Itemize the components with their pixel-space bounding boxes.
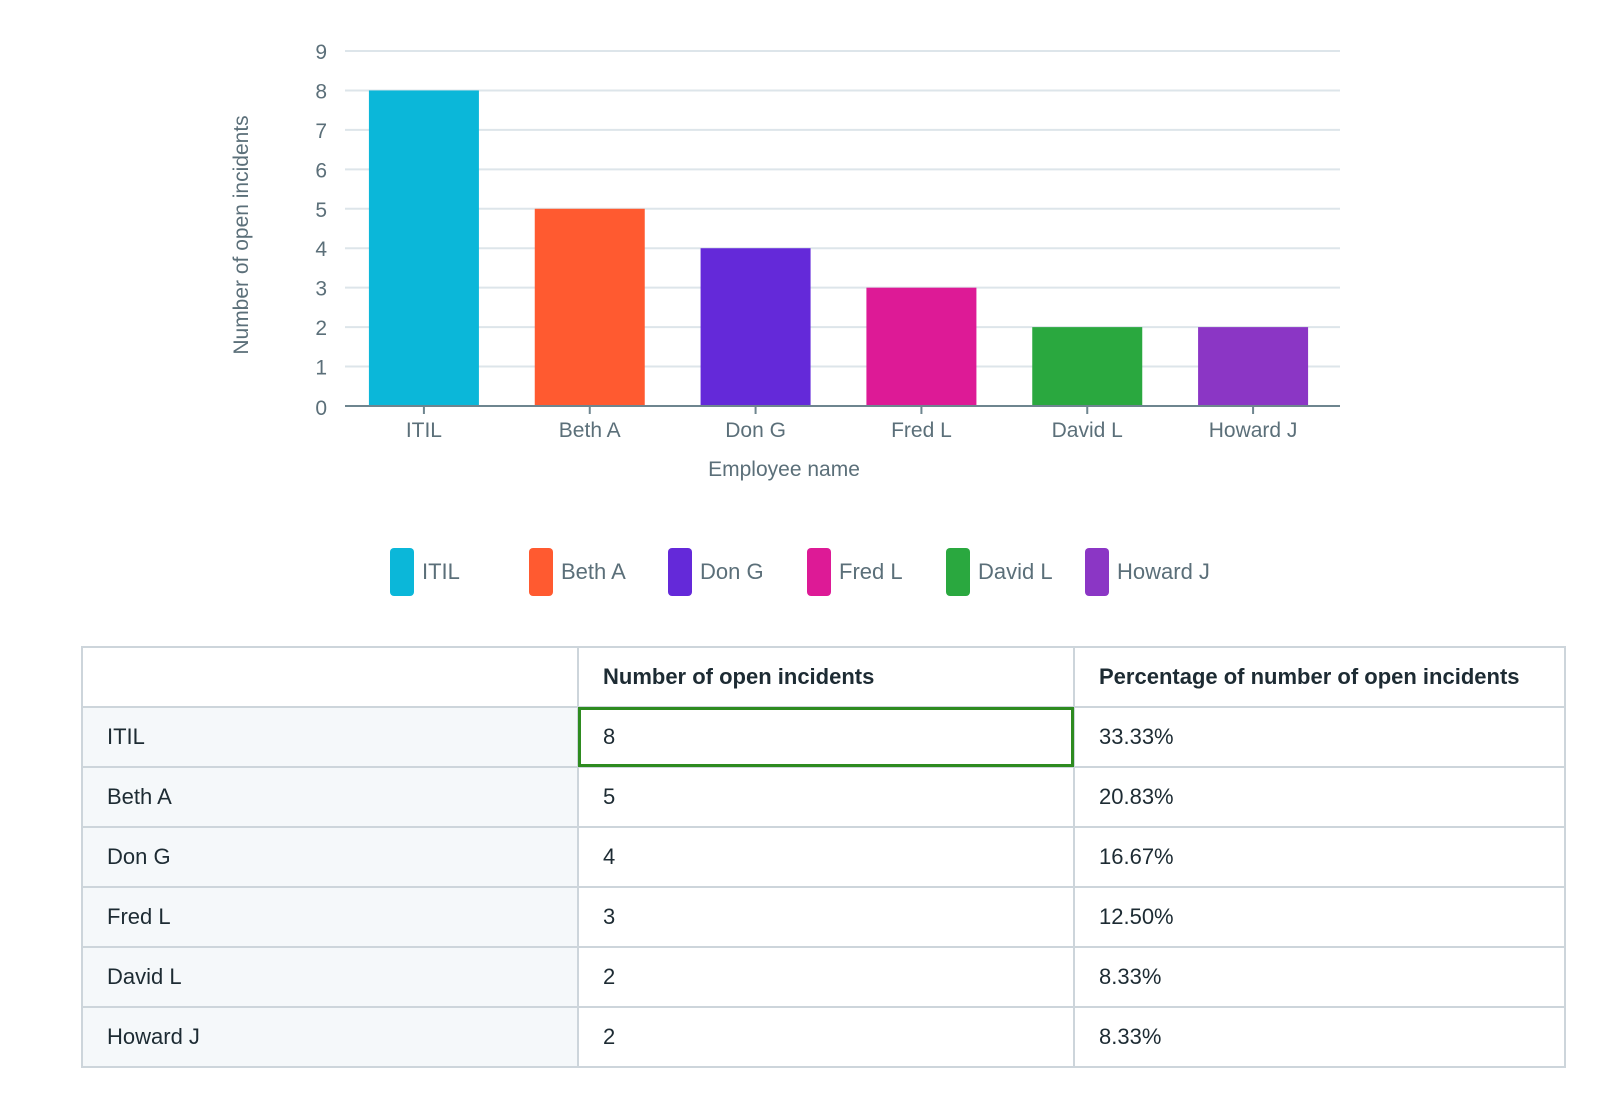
x-tick-label: ITIL <box>406 419 442 442</box>
x-tick-label: Howard J <box>1209 419 1298 442</box>
y-tick-label: 3 <box>315 278 327 301</box>
bar-david-l[interactable] <box>1032 327 1143 406</box>
bar-chart: 0 1 2 3 4 5 6 7 8 9 ITIL Beth A Don G Fred L David L Ho… <box>230 41 1340 481</box>
legend-item[interactable]: Fred L <box>807 548 946 596</box>
y-axis-title: Number of open incidents <box>230 115 253 354</box>
count-cell[interactable]: 5 <box>577 766 1075 828</box>
legend-label: Fred L <box>839 559 903 584</box>
y-tick-label: 5 <box>315 199 327 222</box>
y-tick-label: 8 <box>315 80 327 103</box>
legend-swatch <box>807 548 831 596</box>
chart-legend: ITIL Beth A Don G Fred L David L Howard J <box>390 548 1225 596</box>
table-header-row: Number of open incidents Percentage of n… <box>81 646 1566 708</box>
legend-label: David L <box>978 559 1053 584</box>
legend-label: Howard J <box>1117 559 1210 584</box>
row-label[interactable]: ITIL <box>81 706 579 768</box>
bar-fred-l[interactable] <box>866 287 977 406</box>
legend-swatch <box>668 548 692 596</box>
header-empty <box>81 646 579 708</box>
legend-label: Don G <box>700 559 764 584</box>
legend-label: ITIL <box>422 559 460 584</box>
count-cell[interactable]: 2 <box>577 1006 1075 1068</box>
percentage-cell[interactable]: 20.83% <box>1073 766 1566 828</box>
legend-label: Beth A <box>561 559 626 584</box>
legend-item[interactable]: ITIL <box>390 548 529 596</box>
table-row: David L 2 8.33% <box>81 946 1566 1008</box>
legend-swatch <box>529 548 553 596</box>
legend-item[interactable]: Don G <box>668 548 807 596</box>
count-cell[interactable]: 3 <box>577 886 1075 948</box>
y-tick-label: 9 <box>315 41 327 64</box>
bar-beth-a[interactable] <box>534 208 645 406</box>
x-tick-label: Don G <box>725 419 786 442</box>
percentage-cell[interactable]: 16.67% <box>1073 826 1566 888</box>
bar-itil[interactable] <box>368 90 479 406</box>
legend-swatch <box>946 548 970 596</box>
row-label[interactable]: Don G <box>81 826 579 888</box>
bar-howard-j[interactable] <box>1198 327 1309 406</box>
table-row: ITIL 8 33.33% <box>81 706 1566 768</box>
percentage-cell[interactable]: 8.33% <box>1073 1006 1566 1068</box>
row-label[interactable]: Fred L <box>81 886 579 948</box>
row-label[interactable]: Beth A <box>81 766 579 828</box>
table-row: Fred L 3 12.50% <box>81 886 1566 948</box>
y-tick-label: 7 <box>315 120 327 143</box>
bar-don-g[interactable] <box>700 248 811 406</box>
y-tick-label: 2 <box>315 317 327 340</box>
y-tick-label: 0 <box>315 397 327 420</box>
legend-swatch <box>390 548 414 596</box>
table-row: Howard J 2 8.33% <box>81 1006 1566 1068</box>
header-count[interactable]: Number of open incidents <box>577 646 1075 708</box>
x-tick-label: David L <box>1052 419 1123 442</box>
row-label[interactable]: Howard J <box>81 1006 579 1068</box>
data-table: Number of open incidents Percentage of n… <box>81 646 1566 1068</box>
percentage-cell[interactable]: 8.33% <box>1073 946 1566 1008</box>
x-tick-label: Fred L <box>891 419 952 442</box>
row-label[interactable]: David L <box>81 946 579 1008</box>
legend-swatch <box>1085 548 1109 596</box>
count-cell[interactable]: 2 <box>577 946 1075 1008</box>
x-axis-title: Employee name <box>708 458 860 481</box>
percentage-cell[interactable]: 33.33% <box>1073 706 1566 768</box>
legend-item[interactable]: Howard J <box>1085 548 1225 596</box>
legend-item[interactable]: Beth A <box>529 548 668 596</box>
y-tick-label: 4 <box>315 238 327 261</box>
x-tick-label: Beth A <box>559 419 621 442</box>
table-row: Don G 4 16.67% <box>81 826 1566 888</box>
y-tick-label: 6 <box>315 159 327 182</box>
table-row: Beth A 5 20.83% <box>81 766 1566 828</box>
y-tick-label: 1 <box>315 357 327 380</box>
count-cell[interactable]: 4 <box>577 826 1075 888</box>
legend-item[interactable]: David L <box>946 548 1085 596</box>
count-cell[interactable]: 8 <box>577 706 1075 768</box>
percentage-cell[interactable]: 12.50% <box>1073 886 1566 948</box>
header-percentage[interactable]: Percentage of number of open incidents <box>1073 646 1566 708</box>
